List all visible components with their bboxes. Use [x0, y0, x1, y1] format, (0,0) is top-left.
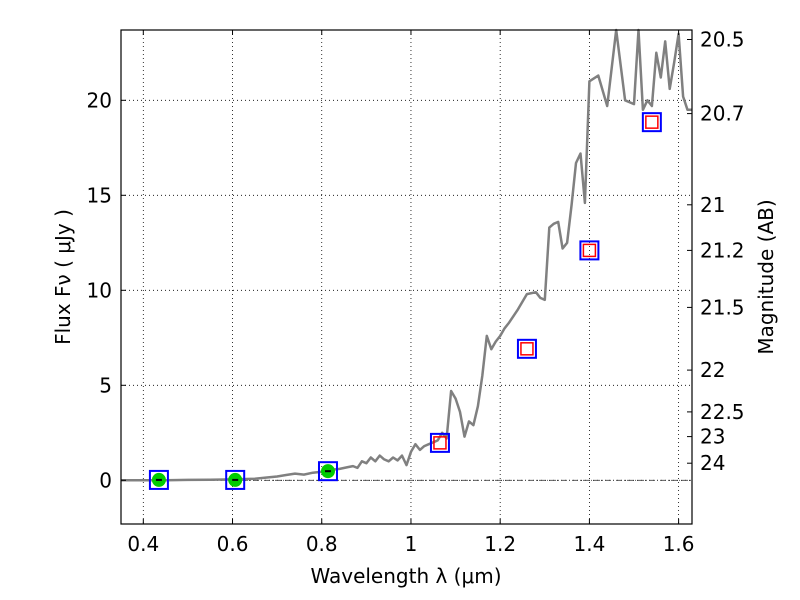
y-tick-label: 20 [87, 88, 112, 112]
photometry-marker-layer [148, 112, 662, 490]
x-tick-label: 1.6 [663, 532, 695, 556]
upper-limit-point [433, 436, 447, 450]
right-tick-label: 21.2 [700, 238, 745, 262]
tick-layer: 0.4 0.6 0.8 1 1.2 1.4 1.6 0 5 10 15 20 20.5 20.7 21 21.… [87, 28, 745, 557]
right-tick-label: 21 [700, 193, 725, 217]
model-photometry-point [516, 338, 537, 359]
upper-limit-point [645, 115, 659, 129]
upper-limit-point [520, 342, 534, 356]
x-tick-label: 1.4 [573, 532, 605, 556]
model-photometry-point [429, 432, 450, 453]
right-tick-label: 20.7 [700, 102, 745, 126]
model-photometry-point [579, 240, 600, 261]
y-tick-label: 10 [87, 278, 112, 302]
right-tick-label: 24 [700, 451, 725, 475]
y-axis-label: Flux Fν ( μJy ) [51, 209, 75, 345]
x-tick-label: 1 [405, 532, 418, 556]
right-tick-label: 20.5 [700, 28, 745, 52]
right-tick-label: 22 [700, 358, 725, 382]
x-tick-label: 0.6 [217, 532, 249, 556]
upper-limit-point [582, 243, 597, 258]
model-photometry-point [641, 112, 662, 133]
model-photometry-point [225, 469, 246, 490]
right-axis-label: Magnitude (AB) [754, 199, 778, 354]
x-tick-label: 0.4 [127, 532, 159, 556]
spectrum-layer [121, 28, 692, 482]
observed-error-bar [324, 470, 331, 473]
x-tick-label: 1.2 [484, 532, 516, 556]
x-tick-label: 0.8 [306, 532, 338, 556]
model-photometry-point [148, 469, 169, 490]
plot-frame [120, 29, 693, 525]
observed-error-bar [232, 478, 239, 481]
right-tick-label: 21.5 [700, 295, 745, 319]
right-tick-label: 23 [700, 425, 725, 449]
y-tick-label: 5 [99, 373, 112, 397]
right-tick-label: 22.5 [700, 400, 745, 424]
observed-error-bar [155, 478, 162, 481]
model-photometry-point [317, 461, 338, 482]
x-axis-label: Wavelength λ (μm) [310, 564, 501, 588]
y-tick-label: 15 [87, 183, 112, 207]
spectrum-line [121, 28, 692, 482]
y-tick-label: 0 [99, 468, 112, 492]
